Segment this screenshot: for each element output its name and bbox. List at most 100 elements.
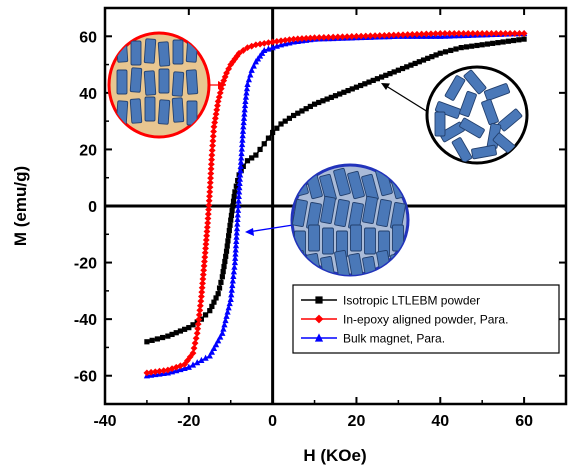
y-tick-label: 20 xyxy=(79,142,97,159)
data-point xyxy=(201,253,209,261)
data-point xyxy=(474,42,480,49)
grain xyxy=(459,90,477,118)
data-point xyxy=(225,238,231,244)
data-point xyxy=(236,184,243,191)
data-point xyxy=(232,246,239,253)
data-point xyxy=(236,175,243,182)
data-point xyxy=(235,192,242,200)
data-point xyxy=(217,333,224,340)
data-point xyxy=(233,225,241,232)
grain xyxy=(143,38,157,64)
data-point xyxy=(206,183,214,191)
data-point xyxy=(230,272,237,279)
data-point xyxy=(474,30,481,37)
data-point xyxy=(223,253,229,259)
legend: Isotropic LTLEBM powder In-epoxy aligned … xyxy=(292,284,560,354)
data-point xyxy=(149,337,155,343)
grain xyxy=(292,199,308,227)
data-point xyxy=(193,329,201,337)
inset-callouts xyxy=(208,81,429,236)
data-point xyxy=(413,30,421,38)
data-point xyxy=(425,55,431,61)
data-point xyxy=(436,30,444,37)
data-point xyxy=(243,89,250,96)
callout-black-arrow xyxy=(381,83,390,90)
data-point xyxy=(238,149,245,157)
data-point xyxy=(203,228,211,235)
data-point xyxy=(206,192,213,200)
data-point xyxy=(204,210,212,218)
data-point xyxy=(223,69,230,77)
data-point xyxy=(205,206,212,214)
data-point xyxy=(339,33,346,41)
data-point xyxy=(371,32,379,40)
data-point xyxy=(511,30,519,37)
data-point xyxy=(269,38,277,46)
data-point xyxy=(215,337,222,344)
data-point xyxy=(237,167,244,174)
data-point xyxy=(228,212,235,219)
data-point xyxy=(222,258,228,265)
data-point xyxy=(201,258,208,265)
grain xyxy=(144,96,156,122)
data-point xyxy=(207,174,214,182)
data-point xyxy=(223,248,230,254)
data-point xyxy=(511,37,517,44)
data-point xyxy=(212,341,220,348)
data-point xyxy=(227,295,234,302)
grain xyxy=(434,101,462,119)
x-tick-label: 20 xyxy=(348,413,366,430)
grain xyxy=(320,196,336,224)
data-point xyxy=(418,30,426,38)
data-point xyxy=(253,152,259,158)
data-point xyxy=(314,333,324,342)
inset-isotropic-powder-grains xyxy=(434,69,523,163)
callout-blue xyxy=(247,224,294,233)
data-point xyxy=(216,285,223,291)
data-point xyxy=(231,193,237,200)
data-point xyxy=(260,39,268,47)
data-point xyxy=(215,291,221,297)
callout-black xyxy=(382,83,429,113)
data-point xyxy=(229,281,236,289)
data-point xyxy=(306,34,314,42)
data-point xyxy=(341,89,347,95)
data-point xyxy=(348,33,356,40)
data-point xyxy=(298,35,306,42)
data-point xyxy=(221,263,227,270)
grain xyxy=(172,39,184,65)
grain xyxy=(348,253,364,275)
data-point xyxy=(221,321,228,328)
data-point xyxy=(237,171,244,178)
data-point xyxy=(195,311,203,319)
data-point xyxy=(206,179,214,187)
data-point xyxy=(182,326,188,332)
data-point xyxy=(379,74,385,80)
data-point xyxy=(311,34,318,42)
data-point xyxy=(228,291,235,298)
grain xyxy=(362,196,378,224)
grain xyxy=(334,199,350,227)
data-point xyxy=(281,36,289,44)
data-point xyxy=(192,334,200,342)
data-point xyxy=(270,129,276,136)
data-point xyxy=(502,30,509,37)
data-point xyxy=(233,237,240,244)
data-point xyxy=(240,123,247,130)
data-point xyxy=(226,233,232,239)
data-point xyxy=(394,31,402,39)
data-point xyxy=(367,32,374,40)
data-point xyxy=(366,79,372,85)
data-point xyxy=(190,344,198,352)
data-point xyxy=(196,302,204,310)
legend-label: In-epoxy aligned powder, Para. xyxy=(343,313,508,327)
grain xyxy=(471,144,497,160)
data-point xyxy=(492,30,500,37)
series-group xyxy=(143,29,528,379)
data-point xyxy=(199,271,207,279)
data-point xyxy=(408,62,414,68)
data-point xyxy=(240,118,247,126)
data-point xyxy=(385,31,393,39)
data-point xyxy=(198,356,205,364)
data-point xyxy=(202,236,210,244)
